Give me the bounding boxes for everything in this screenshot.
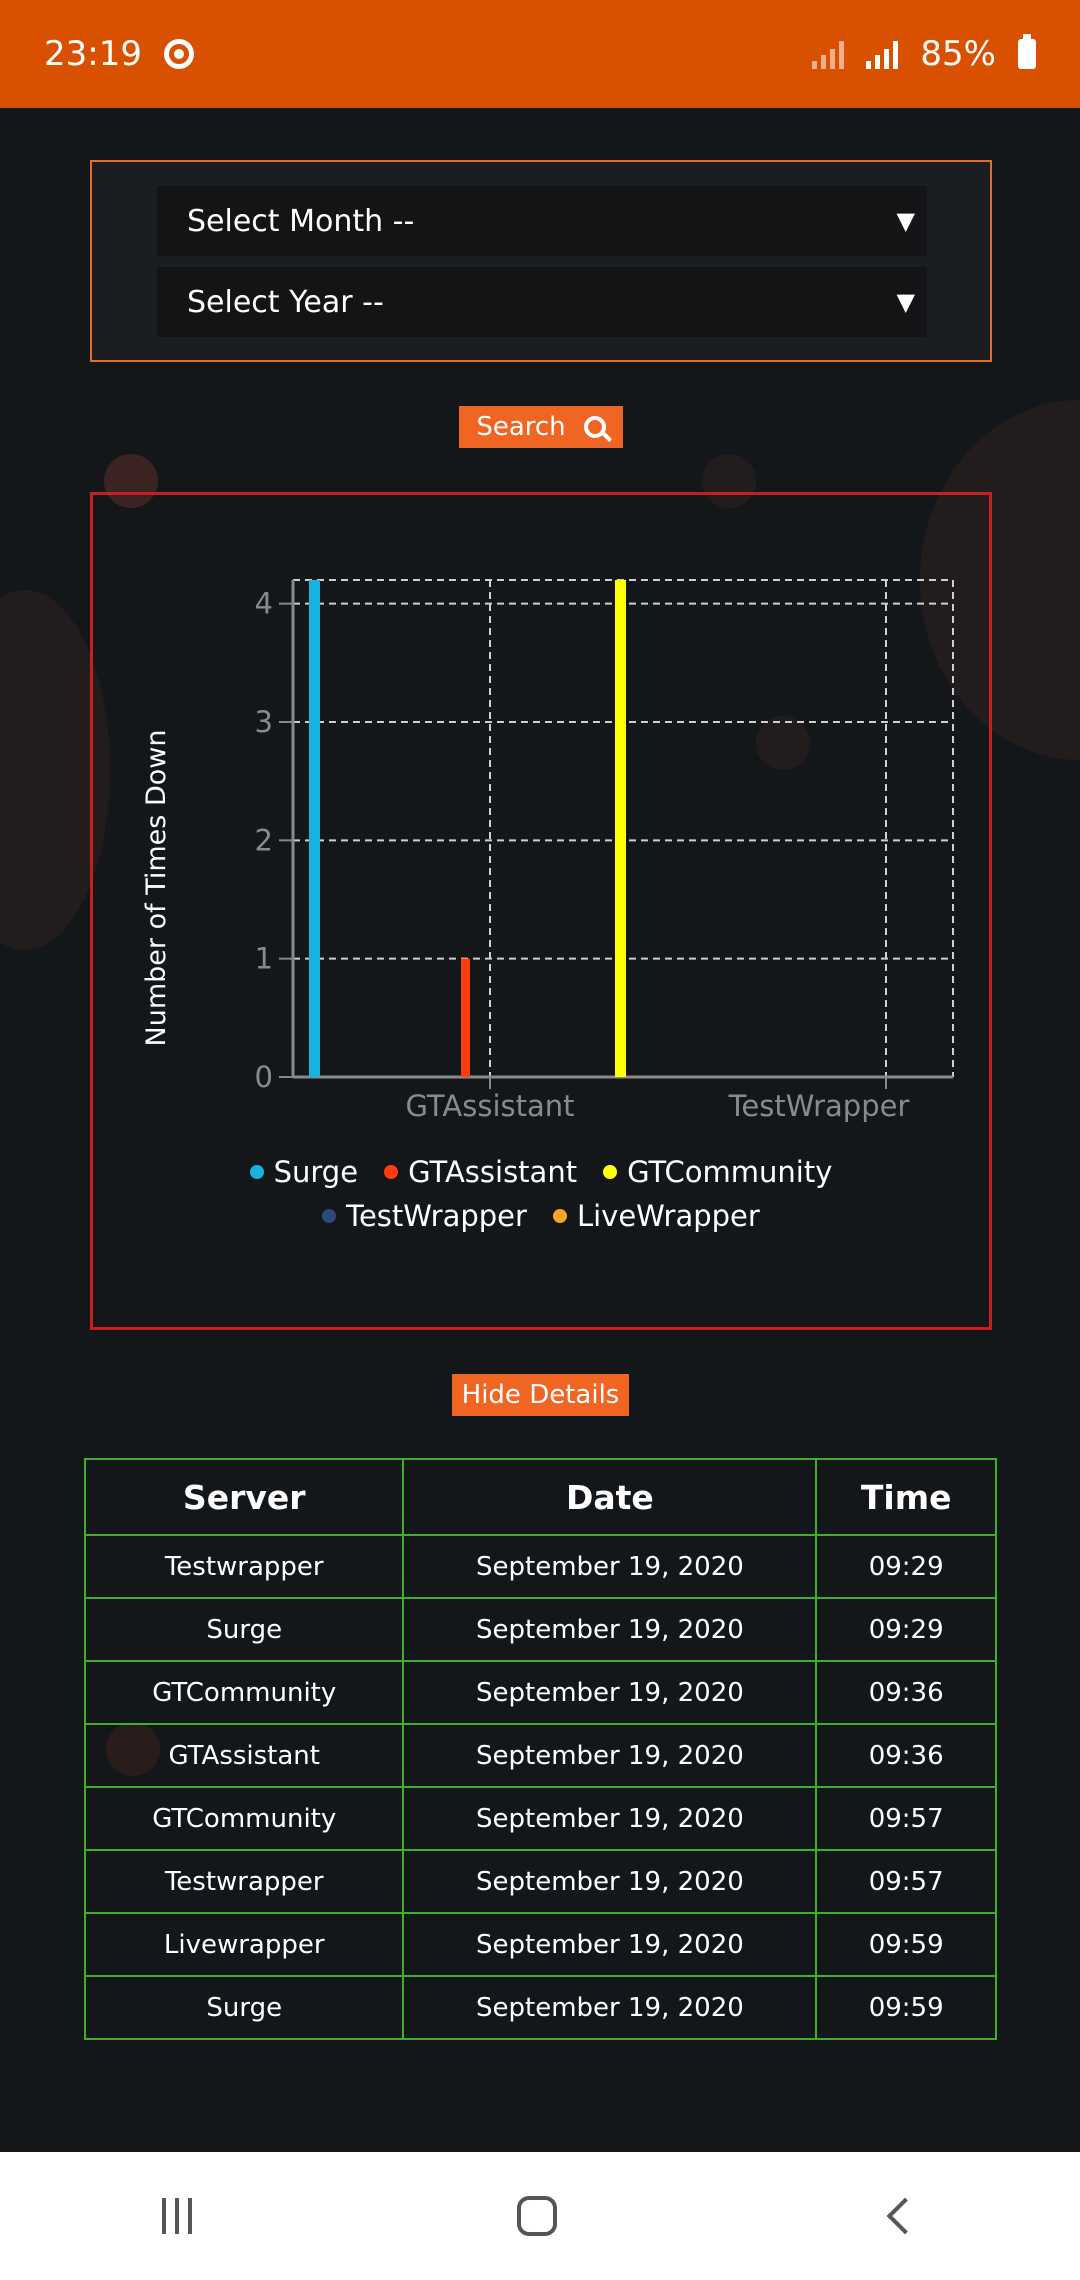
legend-item-testwrapper[interactable]: TestWrapper bbox=[322, 1199, 527, 1233]
battery-percent: 85% bbox=[920, 34, 996, 74]
battery-icon bbox=[1018, 34, 1036, 69]
legend-dot-icon bbox=[384, 1165, 399, 1179]
header-server: Server bbox=[83, 1458, 405, 1536]
background-bubble bbox=[756, 716, 810, 770]
table-row: Testwrapper September 19, 2020 09:57 bbox=[83, 1849, 997, 1914]
table-row: Testwrapper September 19, 2020 09:29 bbox=[83, 1534, 997, 1599]
month-select[interactable]: Select Month -- ▼ bbox=[157, 186, 927, 256]
legend-dot-icon bbox=[322, 1209, 337, 1223]
cell-server: Surge bbox=[83, 1597, 405, 1662]
table-row: Livewrapper September 19, 2020 09:59 bbox=[83, 1912, 997, 1977]
legend-item-gtcommunity[interactable]: GTCommunity bbox=[603, 1155, 832, 1189]
cell-date: September 19, 2020 bbox=[402, 1786, 818, 1851]
bar-surge[interactable] bbox=[309, 580, 320, 1077]
table-row: GTCommunity September 19, 2020 09:36 bbox=[83, 1660, 997, 1725]
cell-date: September 19, 2020 bbox=[402, 1975, 818, 2040]
x-tick-label: TestWrapper bbox=[728, 1089, 910, 1123]
cell-date: September 19, 2020 bbox=[402, 1849, 818, 1914]
legend-label: TestWrapper bbox=[346, 1199, 527, 1233]
legend-item-gtassistant[interactable]: GTAssistant bbox=[384, 1155, 577, 1189]
x-tick-label: GTAssistant bbox=[405, 1089, 574, 1123]
signal-icon bbox=[812, 39, 845, 69]
dropdown-arrow-icon: ▼ bbox=[896, 288, 915, 316]
year-select[interactable]: Select Year -- ▼ bbox=[157, 267, 927, 337]
cell-date: September 19, 2020 bbox=[402, 1723, 818, 1788]
downtime-chart: 0 1 2 3 4 GTAssistant TestWrapper Number of T… bbox=[90, 492, 992, 1330]
hide-details-button[interactable]: Hide Details bbox=[452, 1374, 629, 1416]
cell-time: 09:36 bbox=[815, 1660, 997, 1725]
bar-gtassistant[interactable] bbox=[461, 958, 470, 1077]
cell-time: 09:36 bbox=[815, 1723, 997, 1788]
year-select-value: Select Year -- bbox=[187, 284, 384, 320]
chart-legend: TestWrapper LiveWrapper bbox=[93, 1199, 989, 1233]
chart-canvas: 0 1 2 3 4 GTAssistant TestWrapper Number of T… bbox=[141, 579, 954, 1123]
signal-icon bbox=[866, 39, 899, 69]
legend-label: LiveWrapper bbox=[576, 1199, 760, 1233]
cell-server: Livewrapper bbox=[83, 1912, 405, 1977]
home-icon[interactable] bbox=[516, 2196, 557, 2236]
legend-dot-icon bbox=[603, 1165, 618, 1179]
y-tick-label: 3 bbox=[255, 705, 273, 739]
cell-date: September 19, 2020 bbox=[402, 1660, 818, 1725]
y-axis-label: Number of Times Down bbox=[141, 730, 172, 1047]
back-icon[interactable] bbox=[886, 2197, 924, 2235]
status-bar: 23:19 85% bbox=[0, 0, 1080, 108]
cell-date: September 19, 2020 bbox=[402, 1912, 818, 1977]
cell-server: GTAssistant bbox=[83, 1723, 405, 1788]
search-button[interactable]: Search bbox=[459, 406, 623, 448]
chart-legend: Surge GTAssistant GTCommunity bbox=[93, 1155, 989, 1189]
dropdown-arrow-icon: ▼ bbox=[896, 207, 915, 235]
status-time: 23:19 bbox=[44, 34, 142, 74]
y-tick-label: 0 bbox=[255, 1060, 273, 1094]
downtime-table: Server Date Time Testwrapper September 19… bbox=[83, 1458, 997, 2040]
cell-server: GTCommunity bbox=[83, 1660, 405, 1725]
legend-dot-icon bbox=[249, 1165, 264, 1179]
header-date: Date bbox=[402, 1458, 818, 1536]
y-tick-label: 1 bbox=[255, 942, 273, 976]
background-bubble bbox=[702, 454, 756, 508]
cell-time: 09:29 bbox=[815, 1534, 997, 1599]
legend-item-surge[interactable]: Surge bbox=[249, 1155, 359, 1189]
cell-server: Testwrapper bbox=[83, 1534, 405, 1599]
legend-dot-icon bbox=[552, 1209, 567, 1223]
month-select-value: Select Month -- bbox=[187, 203, 415, 239]
cell-time: 09:59 bbox=[815, 1975, 997, 2040]
y-tick-label: 2 bbox=[255, 823, 273, 857]
search-icon bbox=[583, 416, 606, 438]
legend-label: GTCommunity bbox=[627, 1155, 833, 1189]
cell-time: 09:29 bbox=[815, 1597, 997, 1662]
background-bubble bbox=[104, 454, 158, 508]
cell-time: 09:57 bbox=[815, 1786, 997, 1851]
cell-server: Testwrapper bbox=[83, 1849, 405, 1914]
legend-label: Surge bbox=[273, 1155, 359, 1189]
cell-server: Surge bbox=[83, 1975, 405, 2040]
table-row: GTCommunity September 19, 2020 09:57 bbox=[83, 1786, 997, 1851]
table-row: Surge September 19, 2020 09:29 bbox=[83, 1597, 997, 1662]
table-header-row: Server Date Time bbox=[83, 1458, 997, 1536]
legend-label: GTAssistant bbox=[408, 1155, 578, 1189]
header-time: Time bbox=[815, 1458, 997, 1536]
filter-panel: Select Month -- ▼ Select Year -- ▼ bbox=[90, 160, 992, 362]
hide-details-label: Hide Details bbox=[461, 1380, 620, 1410]
table-row: Surge September 19, 2020 09:59 bbox=[83, 1975, 997, 2040]
cell-time: 09:59 bbox=[815, 1912, 997, 1977]
cell-server: GTCommunity bbox=[83, 1786, 405, 1851]
cell-date: September 19, 2020 bbox=[402, 1534, 818, 1599]
search-button-label: Search bbox=[476, 412, 566, 442]
legend-item-livewrapper[interactable]: LiveWrapper bbox=[552, 1199, 760, 1233]
recent-apps-icon[interactable] bbox=[162, 2198, 193, 2234]
table-row: GTAssistant September 19, 2020 09:36 bbox=[83, 1723, 997, 1788]
bar-gtcommunity[interactable] bbox=[615, 580, 626, 1077]
y-tick-label: 4 bbox=[255, 587, 273, 621]
chrome-icon bbox=[163, 39, 194, 69]
system-nav-bar bbox=[0, 2152, 1080, 2280]
cell-date: September 19, 2020 bbox=[402, 1597, 818, 1662]
cell-time: 09:57 bbox=[815, 1849, 997, 1914]
